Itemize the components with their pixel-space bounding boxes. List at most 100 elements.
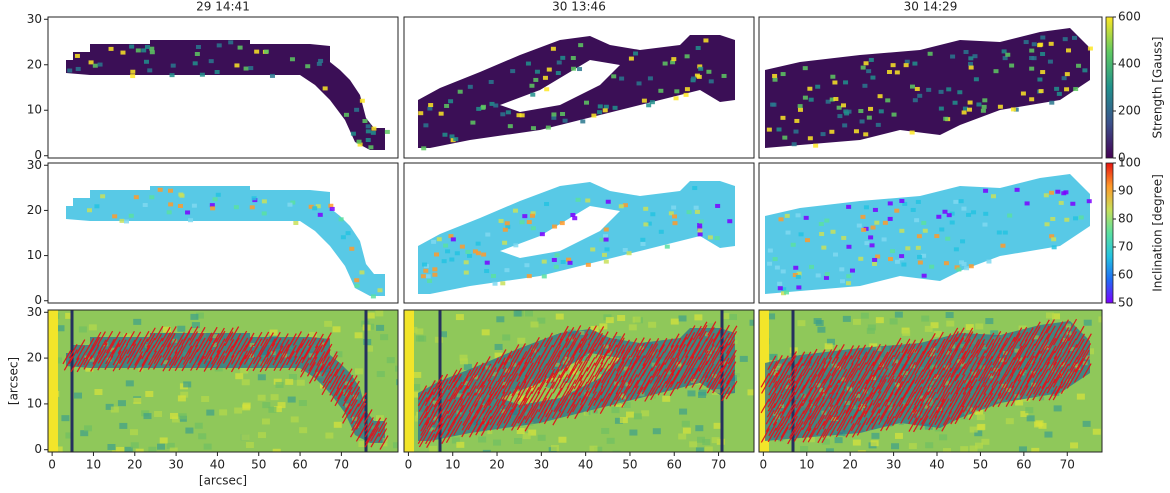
panel: 30 13:46 [403, 0, 755, 159]
map-pixel [674, 89, 680, 94]
field-arrow [356, 411, 366, 426]
field-arrow [294, 343, 304, 358]
map-pixel [773, 411, 779, 416]
map-pixel [969, 445, 978, 452]
map-pixel [866, 327, 875, 334]
map-pixel [695, 447, 704, 452]
field-arrow [1012, 379, 1022, 394]
map-pixel [163, 360, 169, 365]
field-arrow [830, 356, 840, 372]
field-arrow [475, 420, 485, 436]
field-arrow [337, 384, 347, 400]
field-arrow [683, 369, 694, 384]
field-arrow [607, 368, 617, 383]
colorbar-tick-label: 600 [1118, 10, 1141, 24]
field-arrow [594, 373, 604, 389]
field-arrow [503, 362, 513, 378]
field-arrow [921, 363, 931, 378]
field-arrow [445, 428, 455, 444]
field-arrow [530, 337, 540, 352]
field-arrow [615, 344, 625, 359]
field-arrow [474, 362, 484, 378]
field-arrow [553, 397, 563, 413]
map-pixel [502, 240, 508, 245]
field-arrow [998, 332, 1008, 347]
map-pixel [832, 80, 838, 85]
map-pixel [382, 442, 388, 447]
x-tick-label: 40 [929, 458, 944, 472]
field-arrow [182, 350, 192, 365]
map-pixel [933, 374, 939, 379]
field-arrow [524, 397, 534, 412]
field-arrow [767, 392, 777, 408]
field-arrow [936, 379, 946, 395]
map-pixel [109, 347, 115, 352]
map-region [418, 181, 735, 294]
field-arrow [594, 386, 604, 401]
field-arrow [308, 356, 318, 372]
colorbar-tick-label: 90 [1118, 184, 1133, 198]
map-pixel [541, 274, 547, 279]
map-pixel [772, 77, 778, 82]
field-arrow [85, 337, 95, 353]
field-arrow [559, 402, 569, 418]
map-pixel [802, 95, 808, 100]
map-pixel [554, 373, 560, 378]
map-pixel [767, 313, 776, 320]
map-pixel [1064, 72, 1070, 77]
map-pixel [629, 429, 638, 436]
panel-title: 30 13:46 [552, 0, 606, 14]
field-arrow [801, 423, 811, 439]
map-pixel [235, 373, 244, 380]
map-pixel [287, 345, 293, 350]
field-arrow [991, 337, 1001, 352]
field-arrow [1052, 373, 1062, 388]
field-arrow [260, 351, 270, 367]
field-arrow [524, 416, 534, 432]
map-pixel [1040, 52, 1046, 57]
field-arrow [814, 391, 824, 407]
map-pixel [1014, 187, 1020, 192]
x-tick-label: 10 [799, 458, 814, 472]
field-arrow [843, 373, 853, 389]
map-pixel [476, 389, 482, 394]
field-arrow [943, 378, 953, 394]
field-arrow [957, 342, 967, 358]
field-arrow [760, 428, 770, 443]
map-pixel [929, 264, 935, 269]
map-pixel [917, 260, 923, 265]
map-pixel [684, 54, 690, 59]
field-arrow [364, 422, 374, 438]
field-arrow [230, 357, 240, 373]
map-pixel [633, 51, 639, 56]
map-pixel [921, 415, 927, 420]
field-arrow [496, 391, 506, 407]
field-arrow [809, 368, 820, 383]
field-arrow [462, 378, 472, 394]
field-arrow [686, 332, 696, 347]
map-pixel [829, 97, 835, 102]
field-arrow [531, 379, 541, 395]
x-tick-label: 70 [711, 458, 726, 472]
field-arrow [417, 429, 427, 445]
field-arrow [779, 374, 789, 390]
map-pixel [636, 81, 642, 86]
map-pixel [130, 74, 136, 79]
map-pixel [622, 248, 628, 253]
map-pixel [496, 316, 505, 323]
field-arrow [713, 367, 723, 382]
field-arrow [104, 343, 114, 359]
map-pixel [1031, 42, 1037, 47]
field-arrow [928, 397, 938, 413]
field-arrow [879, 386, 889, 401]
field-arrow [801, 391, 811, 407]
field-arrow [865, 416, 875, 432]
field-arrow [127, 343, 137, 359]
field-arrow [620, 339, 630, 355]
map-pixel [463, 381, 469, 386]
map-pixel [876, 346, 882, 351]
map-pixel [1053, 405, 1062, 412]
field-arrow [587, 325, 597, 340]
map-pixel [976, 102, 982, 107]
